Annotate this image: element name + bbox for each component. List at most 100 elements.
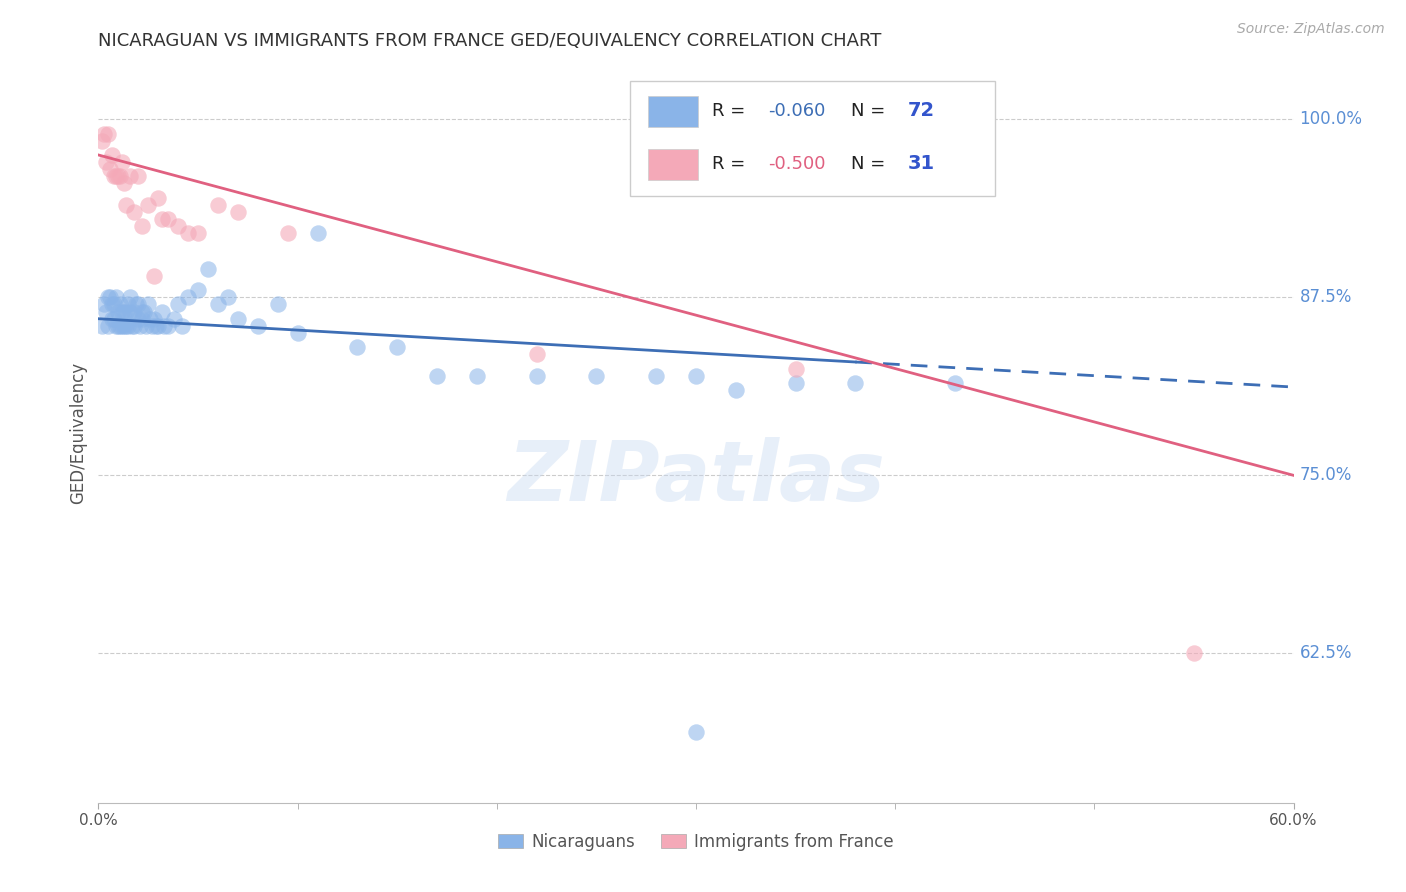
Legend: Nicaraguans, Immigrants from France: Nicaraguans, Immigrants from France (492, 826, 900, 857)
Point (125, 297, 148, 311)
Point (426, 368, 449, 383)
Point (131, 304, 153, 318)
FancyBboxPatch shape (648, 149, 699, 180)
Text: N =: N = (852, 102, 891, 120)
Point (98, 162, 122, 177)
Point (148, 318, 170, 333)
Point (120, 304, 142, 318)
FancyBboxPatch shape (630, 81, 995, 195)
Text: -0.500: -0.500 (768, 155, 825, 173)
Point (148, 191, 170, 205)
Point (115, 304, 138, 318)
Point (1182, 646, 1205, 660)
FancyBboxPatch shape (648, 95, 699, 127)
Point (217, 290, 239, 304)
Point (115, 198, 138, 212)
Point (97, 290, 120, 304)
Point (150, 212, 173, 227)
Point (465, 368, 488, 383)
Point (187, 283, 209, 297)
Point (685, 368, 707, 383)
Point (167, 219, 190, 234)
Point (177, 290, 200, 304)
Point (107, 304, 129, 318)
Point (131, 219, 153, 234)
Point (93, 297, 115, 311)
Point (107, 318, 129, 333)
Text: 75.0%: 75.0% (1299, 467, 1353, 484)
Point (136, 198, 159, 212)
Point (844, 376, 866, 390)
Point (136, 297, 159, 311)
Point (110, 318, 132, 333)
Point (187, 227, 209, 241)
Point (96, 155, 118, 169)
Point (785, 376, 807, 390)
Point (207, 198, 229, 212)
Point (117, 318, 139, 333)
Point (101, 148, 124, 162)
Point (97, 127, 120, 141)
Y-axis label: GED/Equivalency: GED/Equivalency (69, 361, 87, 504)
Point (103, 169, 125, 184)
Point (103, 297, 125, 311)
Point (246, 318, 269, 333)
Text: Source: ZipAtlas.com: Source: ZipAtlas.com (1237, 22, 1385, 37)
Text: R =: R = (711, 102, 751, 120)
Point (127, 311, 149, 326)
Point (157, 318, 180, 333)
Point (101, 311, 124, 326)
Point (120, 169, 142, 184)
Point (97, 318, 120, 333)
Point (150, 304, 173, 318)
Point (112, 318, 135, 333)
Point (120, 290, 142, 304)
Point (645, 368, 668, 383)
Point (110, 297, 132, 311)
Point (143, 311, 166, 326)
Point (141, 318, 163, 333)
Point (785, 361, 807, 376)
Text: ZIPatlas: ZIPatlas (508, 436, 884, 517)
Point (145, 318, 167, 333)
Point (91, 318, 114, 333)
Text: -0.060: -0.060 (768, 102, 825, 120)
Point (105, 290, 128, 304)
Point (129, 318, 152, 333)
Point (143, 268, 166, 283)
Point (124, 304, 146, 318)
Text: N =: N = (852, 155, 891, 173)
Point (277, 227, 299, 241)
Point (112, 304, 135, 318)
Point (287, 326, 309, 340)
Point (107, 169, 129, 184)
Point (111, 304, 134, 318)
Point (943, 376, 966, 390)
Point (112, 177, 135, 191)
Point (163, 311, 186, 326)
Text: 100.0%: 100.0% (1299, 111, 1362, 128)
Point (197, 261, 219, 276)
Point (124, 205, 146, 219)
Point (226, 205, 249, 219)
Text: 72: 72 (907, 101, 935, 120)
Point (115, 318, 138, 333)
Point (105, 318, 128, 333)
Text: R =: R = (711, 155, 751, 173)
Point (101, 297, 124, 311)
Text: 62.5%: 62.5% (1299, 644, 1353, 662)
Point (157, 212, 180, 227)
Point (127, 169, 149, 184)
Text: 31: 31 (907, 154, 935, 173)
Point (207, 297, 229, 311)
Point (96, 304, 118, 318)
Point (131, 311, 153, 326)
Text: NICARAGUAN VS IMMIGRANTS FROM FRANCE GED/EQUIVALENCY CORRELATION CHART: NICARAGUAN VS IMMIGRANTS FROM FRANCE GED… (98, 32, 882, 50)
Point (226, 311, 249, 326)
Point (93, 127, 115, 141)
Text: 87.5%: 87.5% (1299, 288, 1353, 306)
Point (139, 311, 162, 326)
Point (385, 340, 409, 354)
Point (267, 297, 290, 311)
Point (134, 304, 156, 318)
